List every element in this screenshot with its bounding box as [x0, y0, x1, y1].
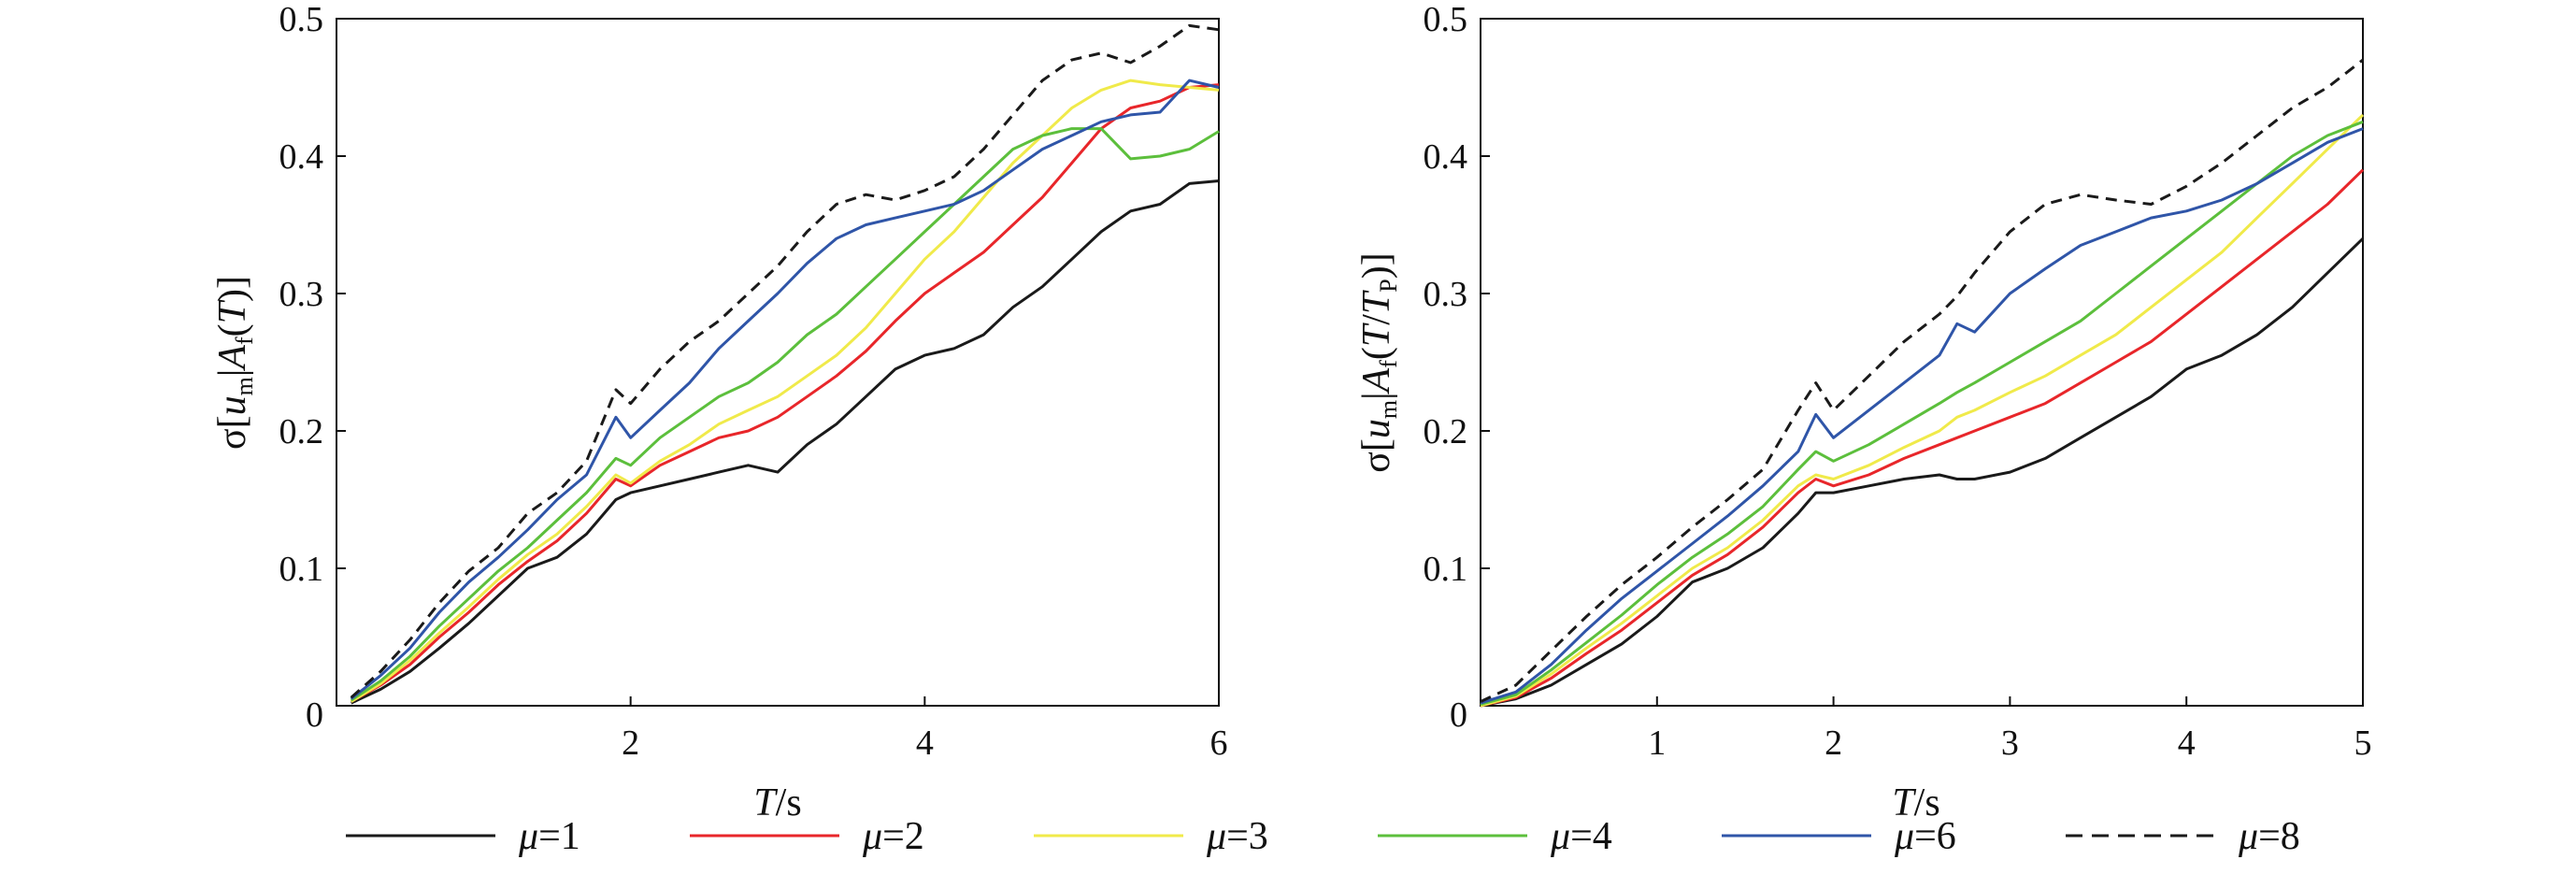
- left-series-mu6: [350, 79, 1220, 700]
- left-x-axis-title: T/s: [753, 781, 801, 824]
- right-x-tick-label: 4: [2178, 724, 2196, 763]
- legend: μ=1 μ=2 μ=3 μ=4 μ=6 μ=8: [346, 815, 2300, 858]
- right-series-mu6: [1480, 127, 2364, 705]
- left-series-mu3: [350, 79, 1220, 703]
- left-series-mu1: [351, 179, 1220, 705]
- right-series-mu8: [1480, 58, 2364, 703]
- left-y-axis-title: σ[um|Af(T)]: [211, 276, 258, 450]
- left-plot-frame: [336, 18, 1220, 707]
- left-origin-label: 0: [306, 695, 323, 735]
- left-x-tick-label: 6: [1210, 724, 1228, 763]
- right-series-group: [1480, 58, 2365, 708]
- right-y-tick-label: 0.2: [1424, 412, 1468, 451]
- right-y-tick-label: 0.5: [1424, 0, 1468, 39]
- right-series-mu2: [1480, 168, 2365, 708]
- left-x-tick-label: 2: [622, 724, 639, 763]
- right-x-axis-title: T/s: [1892, 781, 1939, 824]
- right-x-tick-label: 5: [2354, 724, 2372, 763]
- left-y-tick-label: 0.4: [279, 137, 324, 177]
- right-chart: 0.1 0.2 0.3 0.4 0.5 0 1 2 3 4 5 T/s σ[um|Af(T/TP)]: [1355, 0, 2372, 824]
- right-origin-label: 0: [1450, 695, 1467, 735]
- left-y-tick-label: 0.1: [279, 550, 324, 589]
- right-y-tick-label: 0.1: [1424, 550, 1468, 589]
- left-y-tick-label: 0.2: [279, 412, 324, 451]
- left-ticks: 0.1 0.2 0.3 0.4 0.5 0 2 4 6: [279, 0, 1228, 763]
- right-y-tick-label: 0.4: [1424, 137, 1468, 177]
- left-series-mu4: [350, 127, 1220, 702]
- right-series-mu3: [1480, 113, 2365, 708]
- right-ticks: 0.1 0.2 0.3 0.4 0.5 0 1 2 3 4 5: [1424, 0, 2372, 763]
- legend-label-mu6: μ=6: [1894, 815, 1956, 858]
- right-y-tick-label: 0.3: [1424, 275, 1468, 314]
- right-plot-frame: [1480, 18, 2364, 707]
- right-series-mu1: [1480, 237, 2365, 708]
- right-x-tick-label: 2: [1825, 724, 1842, 763]
- left-series-mu8: [350, 23, 1220, 699]
- right-series-mu4: [1480, 120, 2364, 706]
- legend-label-mu4: μ=4: [1550, 815, 1612, 858]
- left-y-tick-label: 0.3: [279, 275, 324, 314]
- legend-label-mu2: μ=2: [862, 815, 924, 858]
- left-y-tick-label: 0.5: [279, 0, 324, 39]
- left-series-mu2: [350, 83, 1220, 703]
- right-x-tick-label: 3: [2001, 724, 2019, 763]
- legend-label-mu3: μ=3: [1206, 815, 1268, 858]
- left-series-group: [350, 23, 1220, 705]
- legend-label-mu8: μ=8: [2238, 815, 2300, 858]
- left-chart: 0.1 0.2 0.3 0.4 0.5 0 2 4 6 T/s σ[um|Af(T)]: [211, 0, 1228, 824]
- left-x-tick-label: 4: [916, 724, 934, 763]
- right-x-tick-label: 1: [1648, 724, 1666, 763]
- legend-label-mu1: μ=1: [518, 815, 580, 858]
- right-y-axis-title: σ[um|Af(T/TP)]: [1355, 252, 1402, 472]
